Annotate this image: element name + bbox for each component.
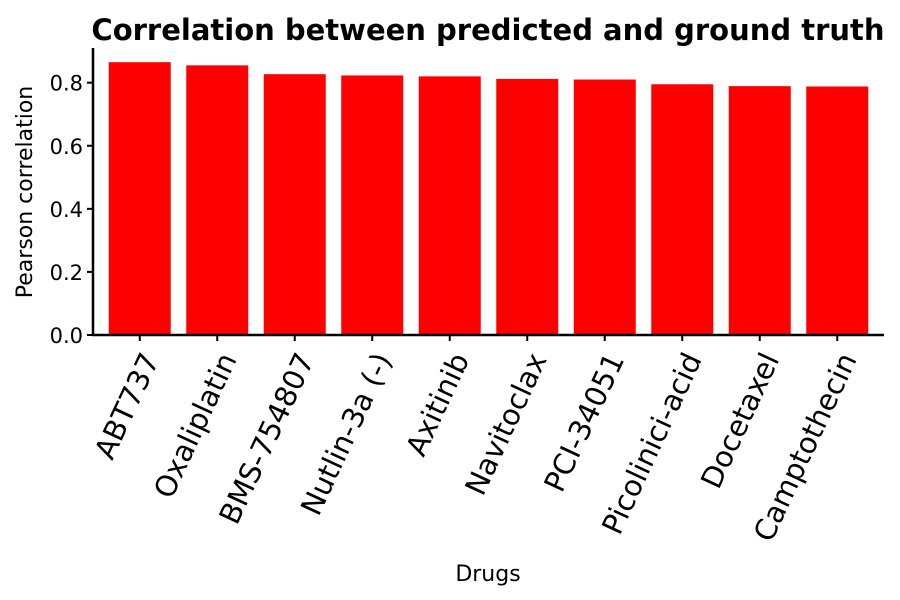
x-axis-label: Drugs	[455, 562, 520, 587]
x-tick-label-8: Docetaxel	[694, 348, 786, 494]
bar-3	[341, 75, 404, 335]
x-tick-label-0: ABT737	[88, 348, 166, 465]
bar-0	[108, 62, 171, 335]
y-axis: 0.0 0.2 0.4 0.6 0.8	[50, 48, 95, 348]
bar-5	[496, 78, 559, 335]
y-tick-label-2: 0.4	[50, 198, 83, 222]
y-tick-label-1: 0.2	[50, 261, 83, 285]
bar-8	[728, 86, 791, 335]
bar-7	[651, 84, 714, 336]
x-tick-label-4: Axitinib	[399, 348, 476, 461]
y-tick-label-0: 0.0	[50, 324, 83, 348]
bar-9	[806, 86, 869, 335]
y-axis-label: Pearson correlation	[13, 86, 38, 298]
bars-group	[108, 62, 869, 336]
y-tick-label-4: 0.8	[50, 72, 83, 96]
bar-4	[418, 76, 481, 335]
bar-2	[263, 74, 326, 336]
chart-title: Correlation between predicted and ground…	[91, 13, 884, 47]
x-tick-label-6: PCI-34051	[537, 348, 631, 497]
bar-6	[573, 79, 636, 335]
bar-1	[186, 65, 249, 335]
y-tick-label-3: 0.6	[50, 135, 83, 159]
